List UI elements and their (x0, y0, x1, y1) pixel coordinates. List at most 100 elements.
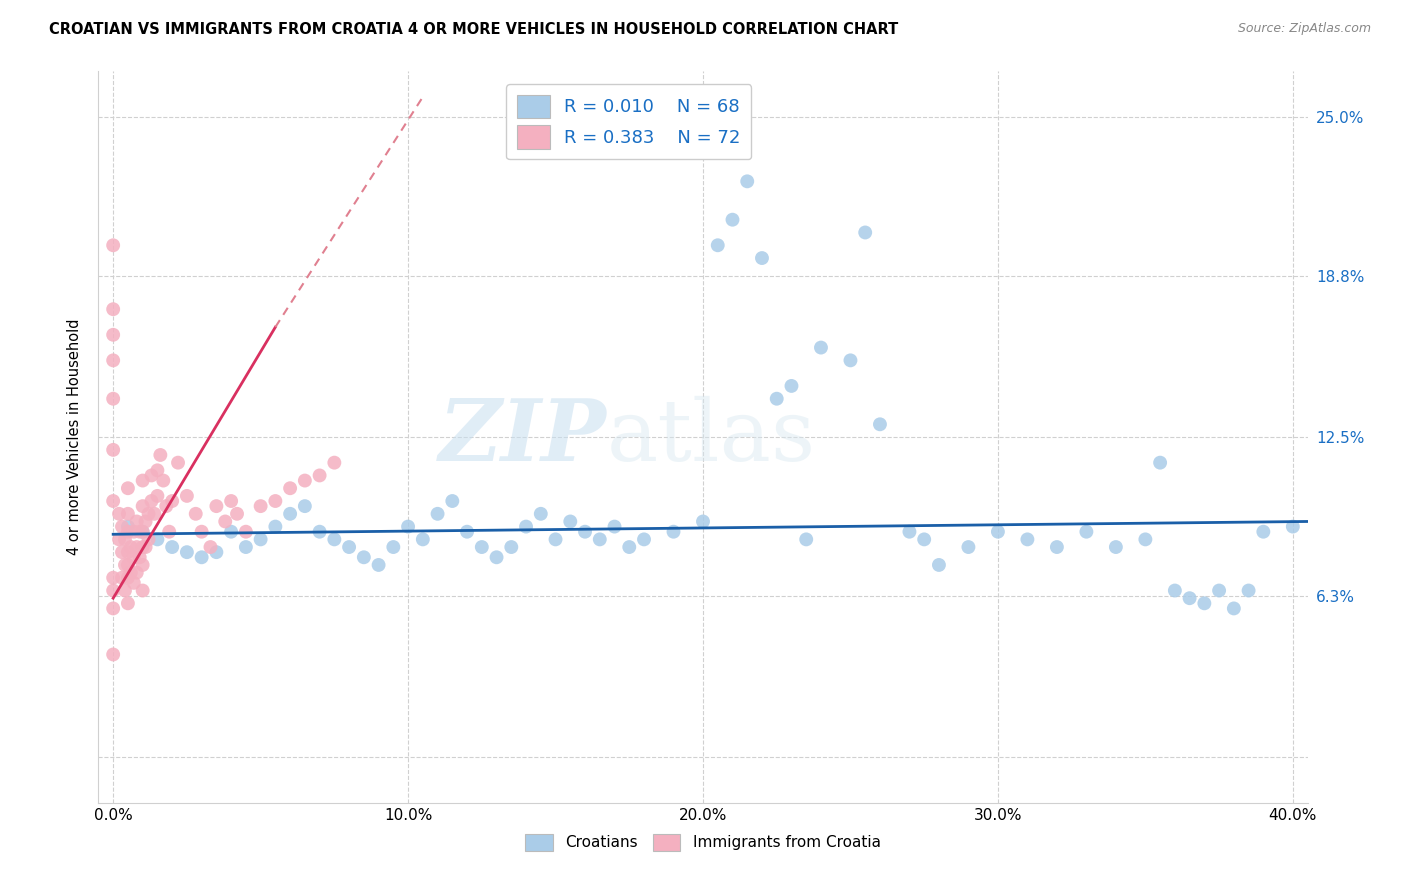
Point (114, 583, 136, 598)
Point (135, 515, 157, 529)
Point (120, 540, 142, 554)
Point (128, 524, 150, 539)
Point (323, 533, 346, 547)
Point (101, 571, 124, 585)
Point (219, 524, 242, 539)
Point (114, 533, 136, 547)
Point (235, 524, 257, 539)
Point (353, 550, 375, 565)
Point (456, 524, 478, 539)
Point (382, 540, 405, 554)
Point (1164, 583, 1187, 598)
Point (135, 540, 157, 554)
Point (1017, 533, 1039, 547)
Point (101, 648, 124, 662)
Point (412, 533, 434, 547)
Point (1253, 524, 1275, 539)
Point (249, 533, 271, 547)
Point (485, 550, 508, 565)
Point (101, 601, 124, 615)
Point (633, 533, 655, 547)
Point (1149, 456, 1171, 470)
Point (515, 519, 537, 533)
Point (780, 379, 803, 393)
Point (131, 558, 153, 572)
Point (662, 524, 685, 539)
Point (101, 494, 124, 508)
Point (1076, 524, 1098, 539)
Point (146, 463, 169, 477)
Point (117, 507, 139, 521)
Point (323, 456, 346, 470)
Point (692, 515, 714, 529)
Point (131, 524, 153, 539)
Point (101, 583, 124, 598)
Point (957, 540, 980, 554)
Point (249, 499, 271, 513)
Point (1223, 601, 1246, 615)
Point (117, 481, 139, 495)
Point (308, 468, 330, 483)
Point (108, 533, 131, 547)
Point (898, 524, 921, 539)
Point (603, 519, 626, 533)
Point (101, 442, 124, 457)
Text: CROATIAN VS IMMIGRANTS FROM CROATIA 4 OR MORE VEHICLES IN HOUSEHOLD CORRELATION : CROATIAN VS IMMIGRANTS FROM CROATIA 4 OR… (49, 22, 898, 37)
Point (735, 174, 758, 188)
Point (560, 515, 582, 529)
Point (101, 238, 124, 252)
Point (839, 353, 862, 368)
Point (146, 533, 169, 547)
Point (264, 494, 287, 508)
Point (205, 545, 228, 559)
Point (853, 226, 876, 240)
Point (101, 302, 124, 317)
Point (200, 540, 222, 554)
Point (131, 524, 153, 539)
Point (122, 550, 145, 565)
Point (125, 515, 148, 529)
Text: atlas: atlas (606, 395, 815, 479)
Point (101, 327, 124, 342)
Point (1237, 583, 1260, 598)
Point (117, 545, 139, 559)
Point (176, 489, 198, 503)
Point (114, 558, 136, 572)
Point (1282, 519, 1305, 533)
Point (111, 519, 134, 533)
Point (294, 474, 316, 488)
Point (120, 566, 142, 580)
Point (117, 571, 139, 585)
Point (138, 533, 160, 547)
Point (128, 550, 150, 565)
Point (131, 474, 153, 488)
Point (294, 499, 316, 513)
Point (122, 575, 145, 590)
Point (987, 524, 1010, 539)
Point (117, 596, 139, 610)
Point (155, 499, 177, 513)
Point (108, 507, 131, 521)
Point (149, 448, 172, 462)
Point (928, 558, 950, 572)
Point (544, 533, 567, 547)
Point (141, 494, 163, 508)
Point (131, 540, 153, 554)
Point (190, 524, 212, 539)
Text: Source: ZipAtlas.com: Source: ZipAtlas.com (1237, 22, 1371, 36)
Point (1194, 596, 1216, 610)
Point (810, 341, 832, 355)
Point (706, 238, 728, 252)
Point (794, 533, 817, 547)
Point (117, 519, 139, 533)
Point (426, 507, 449, 521)
Point (160, 540, 183, 554)
Point (219, 494, 242, 508)
Point (141, 468, 163, 483)
Point (138, 507, 160, 521)
Point (205, 499, 228, 513)
Point (117, 558, 139, 572)
Point (869, 417, 891, 432)
Point (101, 353, 124, 368)
Text: ZIP: ZIP (439, 395, 606, 479)
